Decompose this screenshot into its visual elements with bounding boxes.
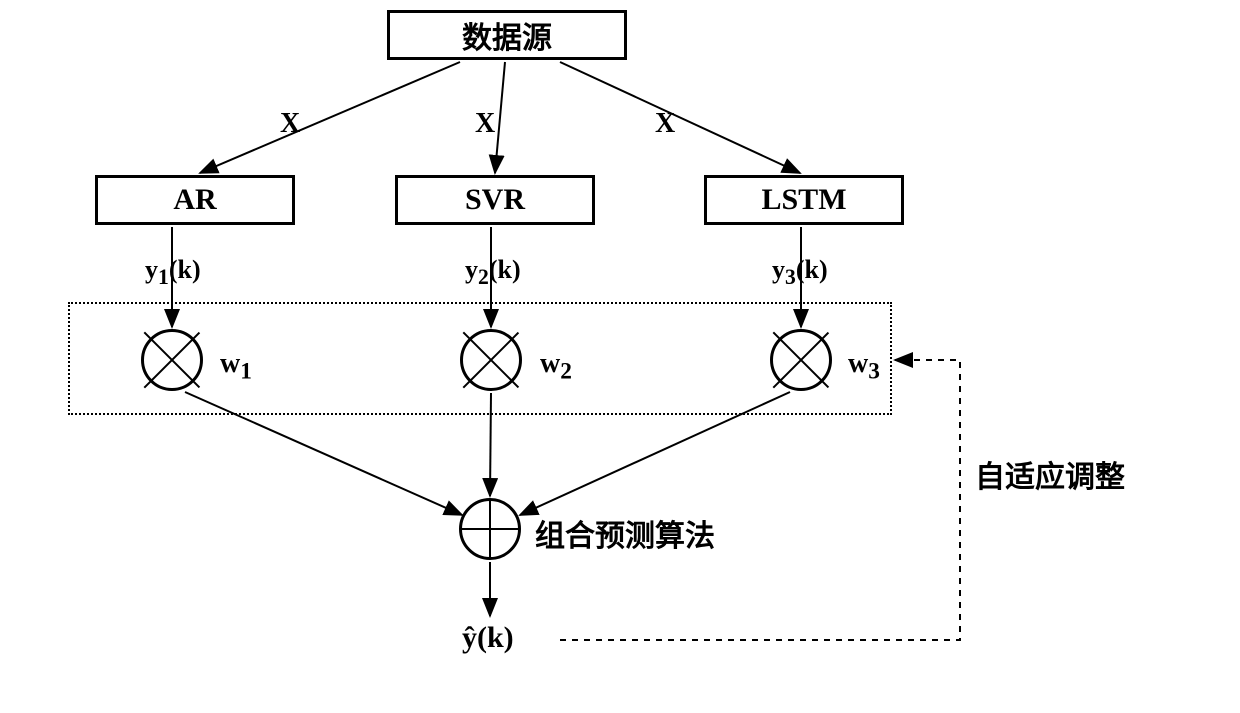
- y1-label: y1(k): [145, 255, 201, 290]
- ar-label: AR: [173, 183, 216, 217]
- ar-box: AR: [95, 175, 295, 225]
- edge-source-svr: [495, 62, 505, 173]
- multiply-2: [460, 329, 522, 391]
- multiply-1: [141, 329, 203, 391]
- w3-label: w3: [848, 348, 880, 386]
- output-label: ŷ(k): [462, 621, 514, 655]
- edge-label-x3: X: [655, 108, 675, 140]
- y2-label: y2(k): [465, 255, 521, 290]
- edge-source-ar: [200, 62, 460, 173]
- multiply-3: [770, 329, 832, 391]
- y3-label: y3(k): [772, 255, 828, 290]
- edge-label-x1: X: [280, 108, 300, 140]
- adaptive-label: 自适应调整: [975, 452, 1125, 496]
- svr-box: SVR: [395, 175, 595, 225]
- data-source-box: 数据源: [387, 10, 627, 60]
- lstm-box: LSTM: [704, 175, 904, 225]
- combine-label: 组合预测算法: [535, 511, 715, 555]
- svr-label: SVR: [465, 183, 525, 217]
- w2-label: w2: [540, 348, 572, 386]
- w1-label: w1: [220, 348, 252, 386]
- edge-source-lstm: [560, 62, 800, 173]
- data-source-label: 数据源: [462, 13, 552, 57]
- lstm-label: LSTM: [761, 183, 846, 217]
- edge-label-x2: X: [475, 108, 495, 140]
- sum-node: [459, 498, 521, 560]
